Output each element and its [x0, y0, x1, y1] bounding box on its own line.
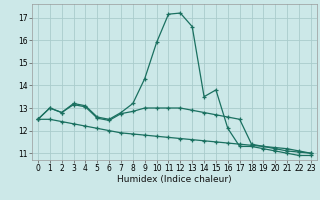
X-axis label: Humidex (Indice chaleur): Humidex (Indice chaleur) — [117, 175, 232, 184]
